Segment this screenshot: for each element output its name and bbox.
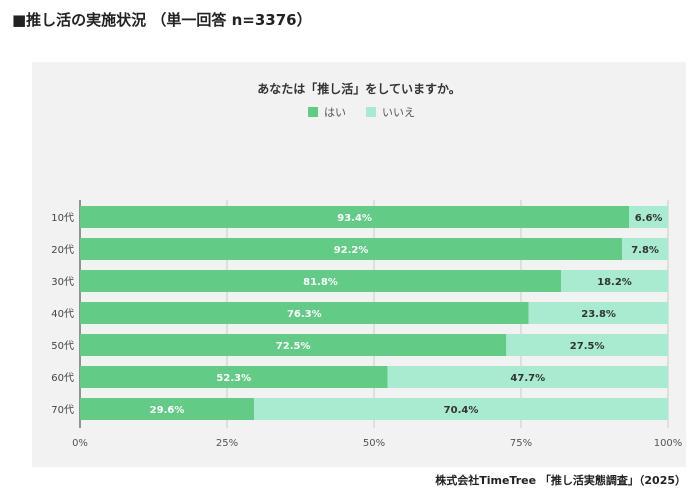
data-label: 93.4% [337,213,372,224]
data-label: 76.3% [287,309,322,320]
data-label: 70.4% [444,405,479,416]
data-label: 18.2% [597,277,632,288]
data-label: 23.8% [581,309,616,320]
data-label: 7.8% [631,245,659,256]
page-title: ■推し活の実施状況 （単一回答 n=3376） [12,11,312,29]
bar-segment [528,302,669,324]
x-tick-label: 0% [72,438,88,449]
y-tick-label: 30代 [51,276,74,288]
bar-segment [80,398,255,420]
y-tick-label: 10代 [51,212,74,224]
bar-segment [506,334,668,356]
data-label: 72.5% [276,341,311,352]
x-tick-label: 100% [654,438,683,449]
legend-label: はい [324,106,346,119]
data-label: 6.6% [635,213,663,224]
bar-segment [254,398,668,420]
bar-segment [80,366,388,388]
x-tick-label: 75% [510,438,532,449]
legend-swatch [308,107,318,117]
bar-segment [629,206,668,228]
source-credit: 株式会社TimeTree 「推し活実態調査」（2025） [435,474,686,487]
chart-title: あなたは「推し活」をしていますか。 [257,81,460,96]
bar-segment [387,366,668,388]
bar-segment [622,238,668,260]
y-tick-label: 50代 [51,340,74,352]
bar-segment [80,270,561,292]
data-label: 29.6% [150,405,185,416]
data-label: 47.7% [510,373,545,384]
legend-swatch [366,107,376,117]
data-label: 81.8% [303,277,338,288]
y-tick-label: 70代 [51,404,74,416]
legend-label: いいえ [382,106,415,119]
bar-segment [80,238,623,260]
bar-segment [560,270,668,292]
x-tick-label: 25% [216,438,238,449]
bar-segment [80,302,529,324]
x-tick-label: 50% [363,438,385,449]
y-tick-label: 40代 [51,308,74,320]
y-tick-label: 60代 [51,372,74,384]
y-tick-label: 20代 [51,244,74,256]
data-label: 27.5% [570,341,605,352]
data-label: 52.3% [216,373,251,384]
bar-segment [80,206,630,228]
data-label: 92.2% [334,245,369,256]
bar-segment [80,334,507,356]
